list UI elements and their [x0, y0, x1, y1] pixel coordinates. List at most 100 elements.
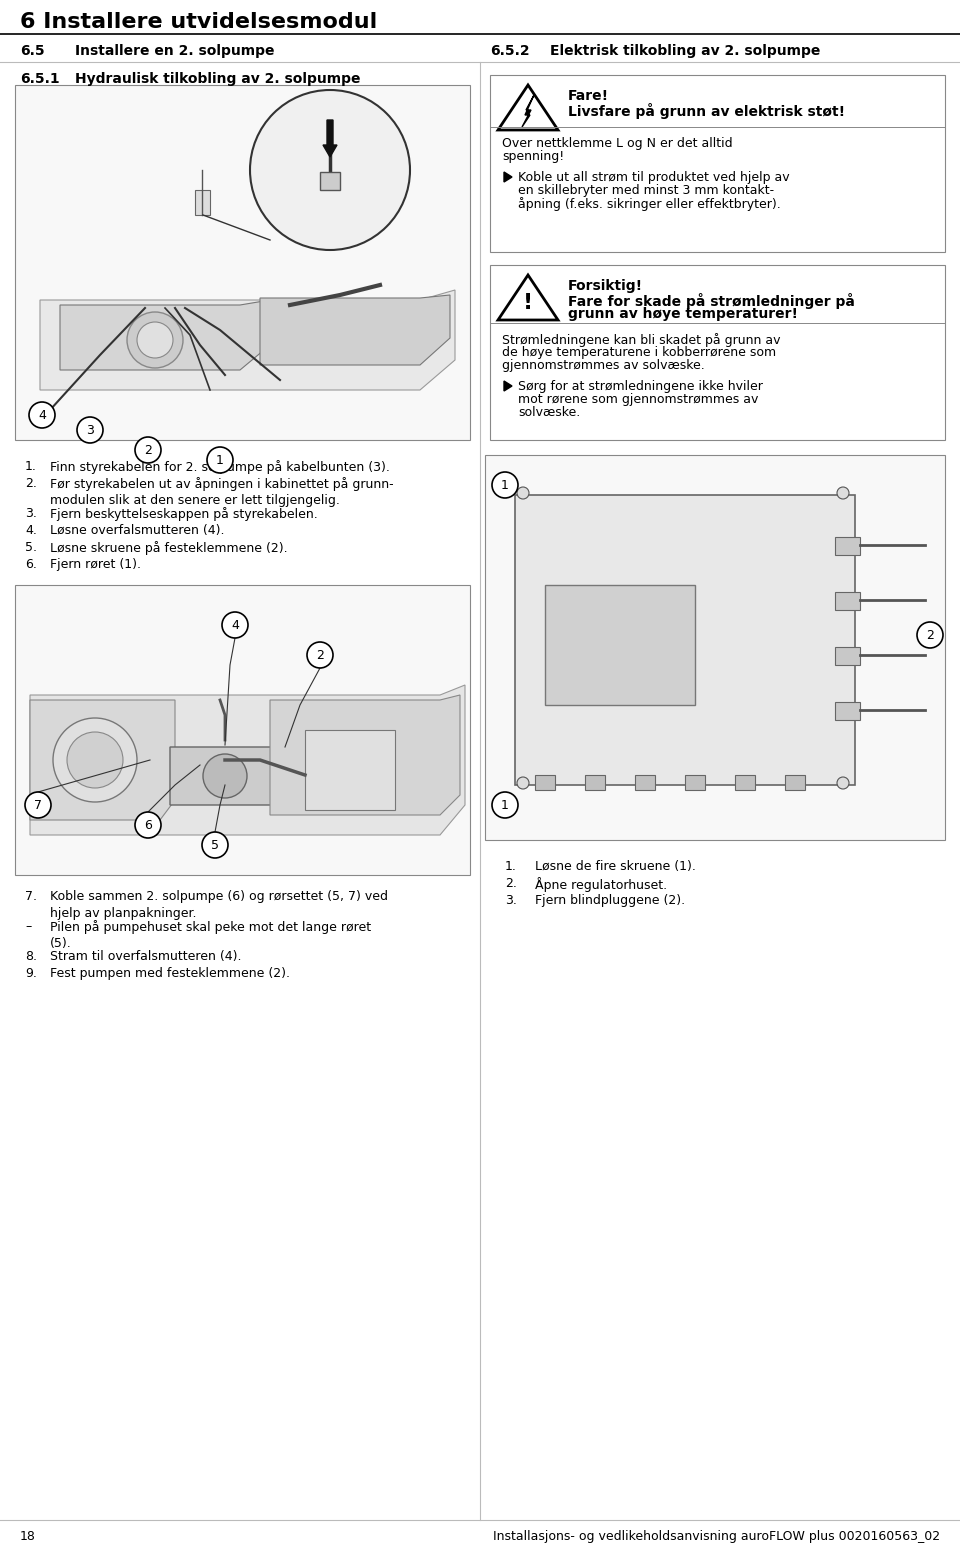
Text: Sørg for at strømledningene ikke hviler: Sørg for at strømledningene ikke hviler: [518, 380, 763, 392]
Text: mot rørene som gjennomstrømmes av: mot rørene som gjennomstrømmes av: [518, 392, 758, 406]
Text: Installasjons- og vedlikeholdsanvisning auroFLOW plus 0020160563_02: Installasjons- og vedlikeholdsanvisning …: [492, 1531, 940, 1543]
Text: grunn av høye temperaturer!: grunn av høye temperaturer!: [568, 307, 798, 321]
Bar: [320, 171, 340, 190]
Circle shape: [517, 777, 529, 789]
Circle shape: [492, 793, 518, 817]
Text: 2: 2: [144, 444, 152, 456]
Bar: [195, 190, 210, 215]
Bar: [485, 455, 945, 839]
Polygon shape: [522, 95, 534, 128]
Text: Koble sammen 2. solpumpe (6) og rørsettet (5, 7) ved
hjelp av planpakninger.: Koble sammen 2. solpumpe (6) og rørsette…: [50, 891, 388, 920]
Bar: [305, 730, 395, 810]
Text: Strømledningene kan bli skadet på grunn av: Strømledningene kan bli skadet på grunn …: [502, 333, 780, 347]
Text: 3: 3: [86, 424, 94, 436]
Circle shape: [137, 322, 173, 358]
Circle shape: [135, 813, 161, 838]
Text: 6.5.1: 6.5.1: [20, 72, 60, 86]
Text: en skillebryter med minst 3 mm kontakt-: en skillebryter med minst 3 mm kontakt-: [518, 184, 774, 198]
Polygon shape: [30, 701, 175, 821]
Polygon shape: [504, 171, 512, 182]
Text: Installere en 2. solpumpe: Installere en 2. solpumpe: [75, 44, 275, 58]
Text: 2: 2: [316, 649, 324, 662]
Circle shape: [837, 487, 849, 498]
Text: Pilen på pumpehuset skal peke mot det lange røret
(5).: Pilen på pumpehuset skal peke mot det la…: [50, 920, 372, 950]
Text: 1: 1: [216, 453, 224, 467]
Text: 2.: 2.: [505, 877, 516, 891]
Text: Hydraulisk tilkobling av 2. solpumpe: Hydraulisk tilkobling av 2. solpumpe: [75, 72, 361, 86]
Polygon shape: [504, 381, 512, 391]
Text: Fest pumpen med festeklemmene (2).: Fest pumpen med festeklemmene (2).: [50, 967, 290, 979]
Text: 6 Installere utvidelsesmodul: 6 Installere utvidelsesmodul: [20, 12, 377, 33]
Text: Over nettklemme L og N er det alltid: Over nettklemme L og N er det alltid: [502, 137, 732, 149]
Bar: [635, 775, 655, 789]
Text: 6.5.2: 6.5.2: [490, 44, 530, 58]
Bar: [545, 585, 695, 705]
Text: Løsne overfalsmutteren (4).: Løsne overfalsmutteren (4).: [50, 525, 225, 537]
Text: Løsne de fire skruene (1).: Løsne de fire skruene (1).: [535, 859, 696, 873]
Polygon shape: [498, 86, 558, 129]
Bar: [490, 265, 945, 441]
Text: 5.: 5.: [25, 540, 37, 554]
Text: Fjern blindpluggene (2).: Fjern blindpluggene (2).: [535, 894, 685, 908]
Text: 8.: 8.: [25, 950, 37, 962]
Circle shape: [222, 612, 248, 638]
Bar: [490, 75, 945, 252]
Polygon shape: [30, 685, 465, 835]
Polygon shape: [40, 290, 455, 389]
Circle shape: [29, 402, 55, 428]
Text: Elektrisk tilkobling av 2. solpumpe: Elektrisk tilkobling av 2. solpumpe: [550, 44, 821, 58]
Circle shape: [250, 90, 410, 251]
Bar: [685, 775, 705, 789]
Text: 1.: 1.: [505, 859, 516, 873]
Text: 3.: 3.: [25, 508, 36, 520]
Polygon shape: [270, 694, 460, 814]
Polygon shape: [60, 301, 270, 371]
Text: Løsne skruene på festeklemmene (2).: Løsne skruene på festeklemmene (2).: [50, 540, 288, 554]
FancyArrow shape: [323, 120, 337, 157]
Circle shape: [127, 311, 183, 367]
Bar: [515, 495, 855, 785]
Bar: [735, 775, 755, 789]
Text: 2.: 2.: [25, 476, 36, 490]
Circle shape: [837, 777, 849, 789]
Text: 9.: 9.: [25, 967, 36, 979]
Circle shape: [307, 641, 333, 668]
Text: Fjern røret (1).: Fjern røret (1).: [50, 557, 141, 571]
Text: Forsiktig!: Forsiktig!: [568, 279, 643, 293]
Circle shape: [917, 621, 943, 648]
Bar: [585, 775, 605, 789]
Text: Før styrekabelen ut av åpningen i kabinettet på grunn-
modulen slik at den sener: Før styrekabelen ut av åpningen i kabine…: [50, 476, 394, 508]
Text: –: –: [25, 920, 32, 933]
Text: 7: 7: [34, 799, 42, 811]
Text: 1: 1: [501, 478, 509, 492]
Text: 1: 1: [501, 799, 509, 811]
Bar: [15, 585, 470, 875]
Bar: [535, 775, 555, 789]
Text: 4: 4: [231, 618, 239, 632]
Text: Stram til overfalsmutteren (4).: Stram til overfalsmutteren (4).: [50, 950, 242, 962]
Text: Fare!: Fare!: [568, 89, 610, 103]
Text: gjennomstrømmes av solvæske.: gjennomstrømmes av solvæske.: [502, 360, 705, 372]
Text: 4: 4: [38, 408, 46, 422]
Circle shape: [517, 487, 529, 498]
Text: åpning (f.eks. sikringer eller effektbryter).: åpning (f.eks. sikringer eller effektbry…: [518, 198, 780, 210]
Bar: [835, 702, 860, 719]
Text: 18: 18: [20, 1531, 36, 1543]
Text: !: !: [523, 293, 533, 313]
Text: 6.: 6.: [25, 557, 36, 571]
Circle shape: [77, 417, 103, 444]
Text: Finn styrekabelen for 2. solpumpe på kabelbunten (3).: Finn styrekabelen for 2. solpumpe på kab…: [50, 459, 390, 473]
Text: Fare for skade på strømledninger på: Fare for skade på strømledninger på: [568, 293, 854, 308]
Circle shape: [67, 732, 123, 788]
Text: Fjern beskyttelseskappen på styrekabelen.: Fjern beskyttelseskappen på styrekabelen…: [50, 508, 318, 522]
Polygon shape: [498, 276, 558, 321]
Text: 7.: 7.: [25, 891, 37, 903]
Text: de høye temperaturene i kobberrørene som: de høye temperaturene i kobberrørene som: [502, 346, 776, 360]
Circle shape: [492, 472, 518, 498]
Text: 2: 2: [926, 629, 934, 641]
Circle shape: [53, 718, 137, 802]
Circle shape: [25, 793, 51, 817]
Bar: [15, 86, 470, 441]
Circle shape: [202, 831, 228, 858]
Text: solvæske.: solvæske.: [518, 406, 580, 419]
